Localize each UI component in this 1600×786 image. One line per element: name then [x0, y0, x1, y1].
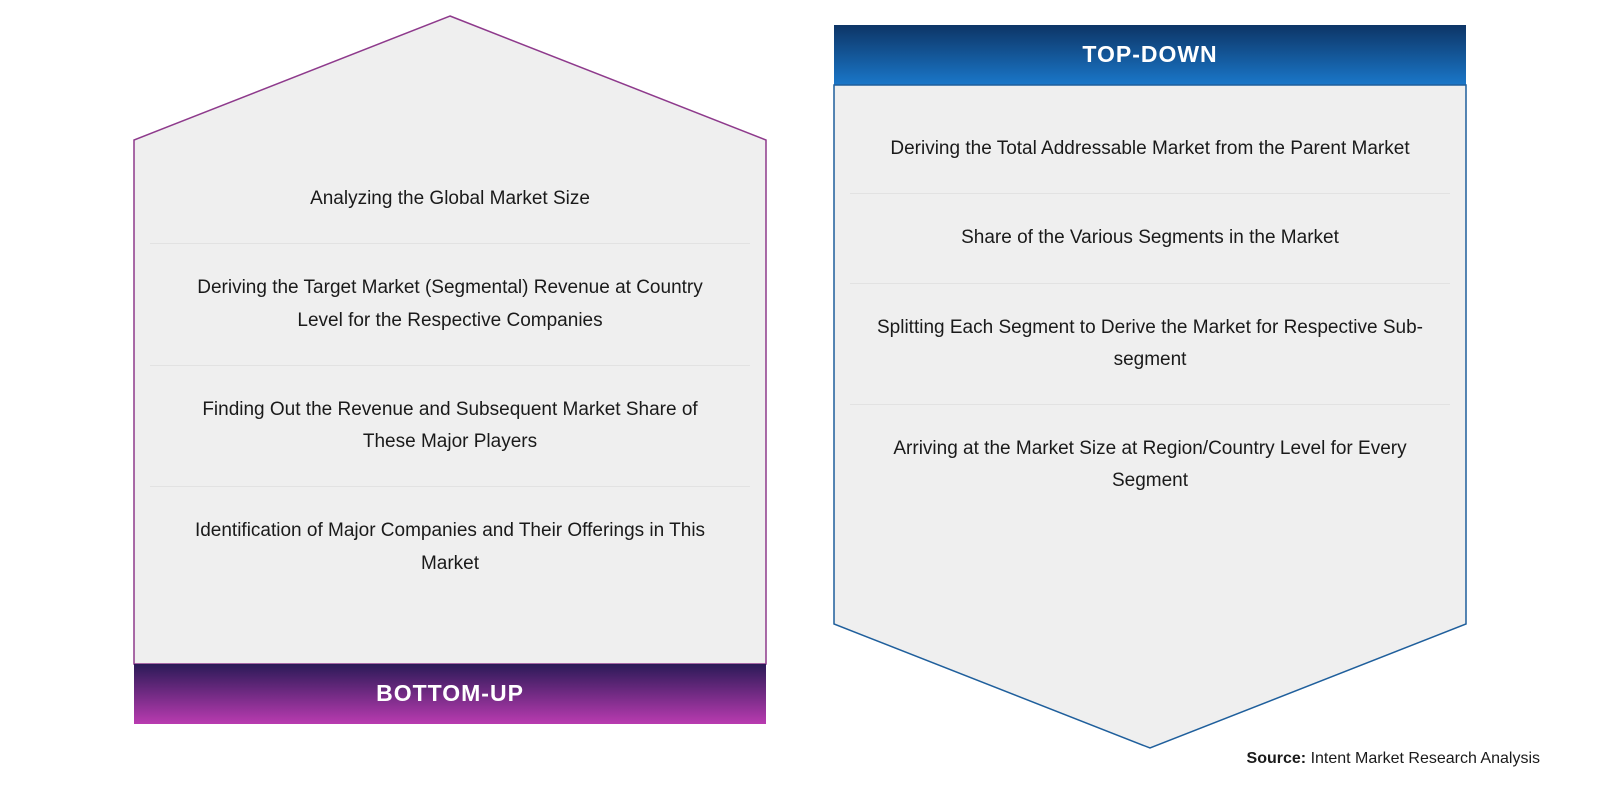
bottom-up-item: Deriving the Target Market (Segmental) R… [150, 244, 750, 366]
source-line: Source: Intent Market Research Analysis [1247, 750, 1540, 768]
top-down-item: Arriving at the Market Size at Region/Co… [850, 405, 1450, 526]
bottom-up-item: Finding Out the Revenue and Subsequent M… [150, 366, 750, 488]
top-down-item: Deriving the Total Addressable Market fr… [850, 105, 1450, 194]
bottom-up-title: BOTTOM-UP [376, 680, 524, 707]
source-label: Source: [1247, 750, 1307, 767]
bottom-up-item: Analyzing the Global Market Size [150, 155, 750, 244]
top-down-title: TOP-DOWN [1082, 41, 1217, 68]
bottom-up-item: Identification of Major Companies and Th… [150, 487, 750, 608]
bottom-up-title-bar: BOTTOM-UP [130, 663, 770, 723]
bottom-up-list: Analyzing the Global Market Size Derivin… [150, 155, 750, 608]
top-down-item: Share of the Various Segments in the Mar… [850, 194, 1450, 283]
top-down-title-bar: TOP-DOWN [830, 25, 1470, 83]
top-down-list: Deriving the Total Addressable Market fr… [850, 105, 1450, 526]
top-down-item: Splitting Each Segment to Derive the Mar… [850, 284, 1450, 406]
source-text: Intent Market Research Analysis [1311, 750, 1540, 767]
